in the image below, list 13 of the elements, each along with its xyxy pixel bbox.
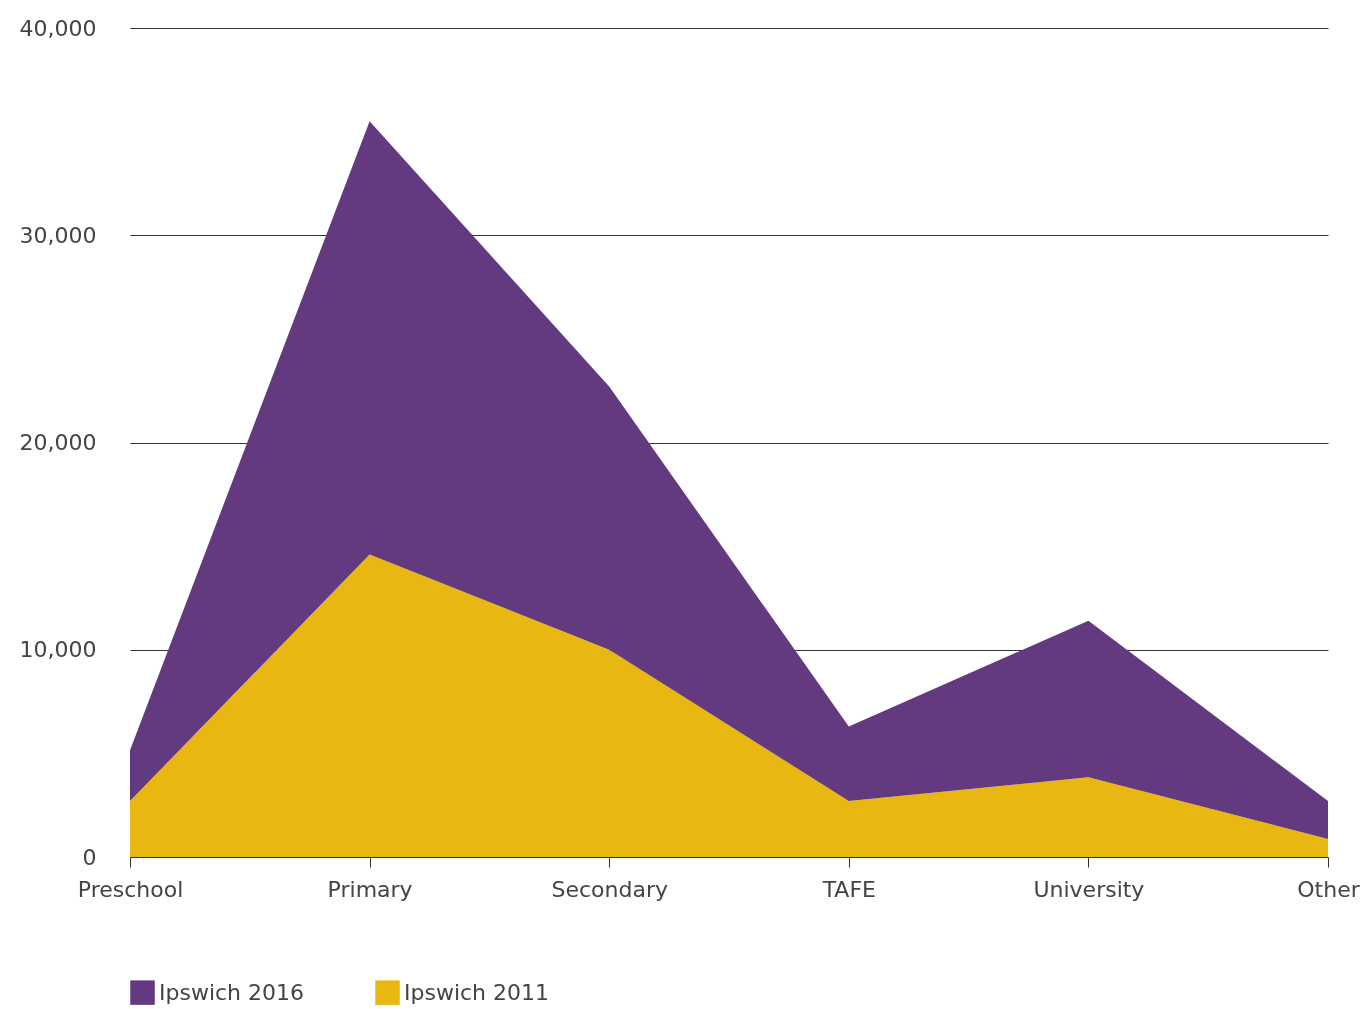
y-tick-label: 30,000 bbox=[19, 222, 97, 248]
x-tick-label: Primary bbox=[327, 876, 413, 902]
y-tick-label: 40,000 bbox=[19, 15, 97, 41]
legend-label: Ipswich 2011 bbox=[404, 979, 550, 1005]
legend-label: Ipswich 2016 bbox=[159, 979, 305, 1005]
x-tick-label: University bbox=[1033, 876, 1145, 902]
y-tick-label: 20,000 bbox=[19, 430, 97, 455]
x-tick-label: Secondary bbox=[551, 876, 668, 902]
y-tick-label: 0 bbox=[82, 844, 97, 870]
x-tick-label: TAFE bbox=[821, 876, 876, 902]
y-tick-label: 10,000 bbox=[19, 637, 97, 663]
x-tick-label: Preschool bbox=[77, 876, 184, 902]
x-tick-label: Other bbox=[1297, 876, 1361, 902]
